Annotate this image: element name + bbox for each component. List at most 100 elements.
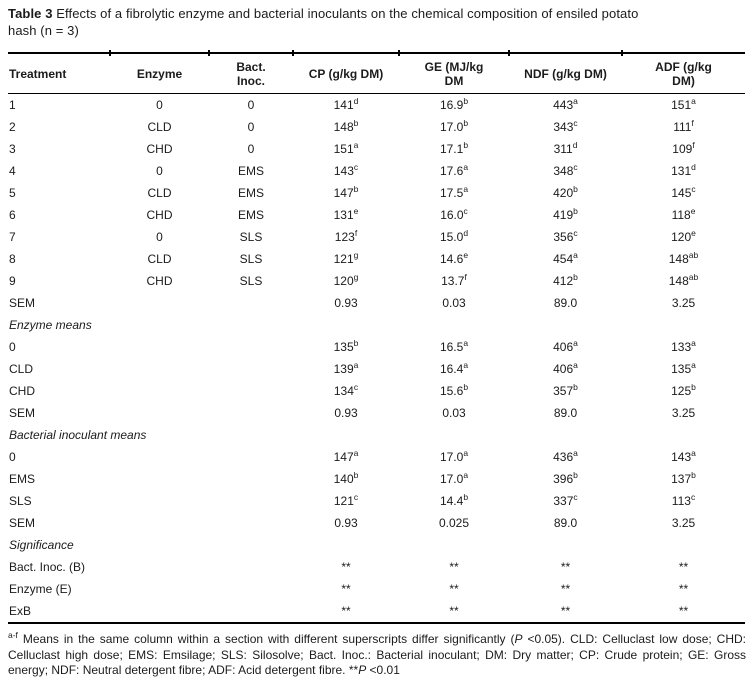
- table-row: SEM 0.93 0.03 89.0 3.25: [8, 292, 745, 314]
- table-cell: CHD: [146, 142, 173, 156]
- table-row: SEM 0.93 0.03 89.0 3.25: [8, 402, 745, 424]
- table-cell: 0: [247, 120, 255, 134]
- table-cell: 147b: [333, 184, 359, 200]
- table-cell: 151a: [333, 140, 359, 156]
- column-tick: [508, 50, 510, 56]
- column-tick: [398, 50, 400, 56]
- table-cell: 0.93: [334, 296, 358, 310]
- table-cell: 14.4b: [439, 492, 469, 508]
- table-cell: 145c: [671, 184, 696, 200]
- column-header-bact-inoc: Bact. Inoc.: [236, 59, 266, 88]
- table-cell: SLS: [239, 252, 263, 266]
- section-label: Significance: [9, 538, 74, 552]
- column-header-ndf: NDF (g/kg DM): [524, 66, 607, 81]
- table-cell: 140b: [333, 470, 359, 486]
- table-cell: 121g: [333, 250, 359, 266]
- table-cell: 16.4a: [439, 360, 469, 376]
- table-row: 9 CHD SLS 120g 13.7f 412b 148ab: [8, 270, 745, 292]
- table-cell: **: [341, 604, 351, 618]
- table-cell: 89.0: [553, 406, 578, 420]
- footnote-segment: P: [358, 663, 367, 677]
- table-cell: 131e: [333, 206, 359, 222]
- table-cell: 5: [9, 186, 16, 200]
- table-cell: 16.9b: [439, 96, 469, 112]
- table-cell: 406a: [553, 360, 578, 376]
- table-row: SLS 121c 14.4b 337c 113c: [8, 490, 745, 512]
- table-cell: 443a: [553, 96, 578, 112]
- table-row: 7 0 SLS 123f 15.0d 356c 120e: [8, 226, 745, 248]
- table-cell: 141d: [333, 96, 359, 112]
- table-cell: 109f: [672, 140, 695, 156]
- footnote: a-f Means in the same column within a se…: [8, 630, 746, 679]
- table-cell: 0: [156, 164, 163, 178]
- table-header-row: Treatment Enzyme Bact. Inoc. CP (g/kg DM) GE…: [8, 54, 745, 94]
- table-cell: 15.6b: [439, 382, 469, 398]
- section-label: Bacterial inoculant means: [9, 428, 147, 442]
- table-cell: SEM: [9, 516, 36, 530]
- table-cell: 7: [9, 230, 16, 244]
- table-cell: 412b: [553, 272, 578, 288]
- footnote-segment: a-f: [8, 630, 18, 640]
- table-cell: 0: [9, 340, 16, 354]
- table-cell: ExB: [9, 604, 32, 618]
- table-cell: EMS: [237, 164, 264, 178]
- table-cell: 420b: [553, 184, 578, 200]
- table-cell: EMS: [237, 208, 264, 222]
- column-header-ge: GE (MJ/kg DM: [424, 59, 484, 88]
- section-header-row: Bacterial inoculant means: [8, 424, 745, 446]
- column-header-enzyme: Enzyme: [136, 66, 183, 81]
- table-cell: 17.0a: [439, 470, 469, 486]
- table-cell: 0: [247, 142, 255, 156]
- table-cell: 14.6e: [439, 250, 469, 266]
- table-cell: CHD: [9, 384, 35, 398]
- table-cell: 17.6a: [439, 162, 469, 178]
- table-cell: 0: [156, 230, 163, 244]
- table-cell: 3: [9, 142, 16, 156]
- table-row: CHD 134c 15.6b 357b 125b: [8, 380, 745, 402]
- footnote-segment: Means in the same column within a sectio…: [17, 632, 515, 646]
- table-cell: 8: [9, 252, 16, 266]
- table-cell: 16.5a: [439, 338, 469, 354]
- table-row: CLD 139a 16.4a 406a 135a: [8, 358, 745, 380]
- table-cell: 123f: [334, 228, 358, 244]
- table-cell: 396b: [553, 470, 578, 486]
- table-cell: 137b: [671, 470, 696, 486]
- table-row: Enzyme (E) ** ** ** **: [8, 578, 745, 600]
- column-tick: [621, 50, 623, 56]
- table-cell: **: [560, 560, 571, 574]
- table-cell: EMS: [9, 472, 36, 486]
- table-cell: 3.25: [671, 406, 696, 420]
- table-cell: 133a: [671, 338, 696, 354]
- table-row: 1 0 0 141d 16.9b 443a 151a: [8, 94, 745, 116]
- table-cell: 121c: [333, 492, 359, 508]
- table-row: 2 CLD 0 148b 17.0b 343c 111f: [8, 116, 745, 138]
- column-header-treatment: Treatment: [9, 66, 67, 81]
- footnote-segment: <0.01: [366, 663, 400, 677]
- table-cell: 356c: [553, 228, 578, 244]
- table-row: Bact. Inoc. (B) ** ** ** **: [8, 556, 745, 578]
- column-tick: [208, 50, 210, 56]
- table-cell: 2: [9, 120, 16, 134]
- table-cell: 17.0b: [439, 118, 469, 134]
- table-cell: 0.93: [334, 406, 358, 420]
- table-cell: EMS: [237, 186, 264, 200]
- table-cell: 0.93: [334, 516, 358, 530]
- table-row: ExB ** ** ** **: [8, 600, 745, 622]
- footnote-segment: <0.05). CLD: Celluclast low dose; CHD: C…: [8, 632, 746, 677]
- table-cell: 454a: [553, 250, 578, 266]
- table-cell: **: [678, 560, 689, 574]
- table-cell: **: [678, 604, 689, 618]
- table-cell: 143a: [671, 448, 696, 464]
- table-cell: 134c: [333, 382, 359, 398]
- table-cell: 120e: [671, 228, 696, 244]
- table-cell: 147a: [333, 448, 359, 464]
- table-cell: SLS: [239, 230, 263, 244]
- table-cell: SEM: [9, 296, 36, 310]
- table-cell: 0.025: [438, 516, 470, 530]
- table-cell: 0.03: [442, 296, 466, 310]
- table-row: 6 CHD EMS 131e 16.0c 419b 118e: [8, 204, 745, 226]
- table-cell: 9: [9, 274, 16, 288]
- table-cell: 13.7f: [441, 272, 467, 288]
- table-cell: Bact. Inoc. (B): [9, 560, 86, 574]
- table-cell: 120g: [333, 272, 359, 288]
